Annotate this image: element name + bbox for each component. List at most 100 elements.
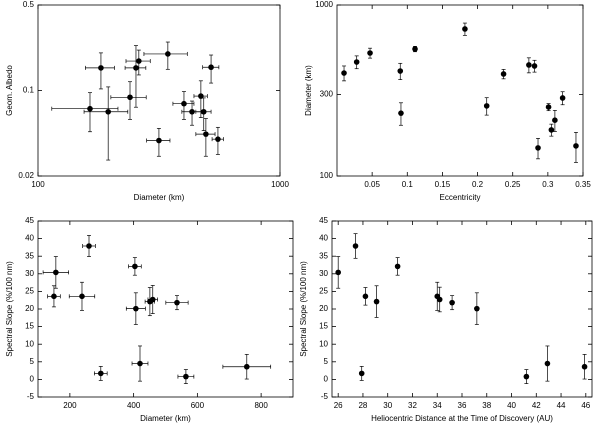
data-point <box>132 263 138 270</box>
x-tick-label: 26 <box>334 401 343 410</box>
data-point <box>51 293 57 300</box>
data-point <box>133 65 139 71</box>
data-point <box>474 305 480 312</box>
data-point <box>523 373 530 380</box>
y-axis-label: Spectral Slope (%/100 nm) <box>299 261 308 357</box>
data-point <box>436 296 443 303</box>
data-point <box>105 108 111 115</box>
y-tick-label: 5 <box>30 357 35 366</box>
y-tick-label: 25 <box>25 287 34 296</box>
x-tick-label: 36 <box>458 401 467 410</box>
data-point <box>215 136 221 142</box>
y-axis-label: Spectral Slope (%/100 nm) <box>5 261 14 357</box>
data-point <box>412 46 418 52</box>
data-point <box>397 68 404 74</box>
data-point <box>200 108 207 115</box>
data-point <box>552 117 558 123</box>
y-tick-label: 45 <box>25 216 34 225</box>
data-point <box>559 95 566 101</box>
y-tick-label: 15 <box>25 322 34 331</box>
x-tick-label: 600 <box>191 401 205 410</box>
x-axis-label: Diameter (km) <box>134 193 185 202</box>
y-tick-label: 0.02 <box>18 171 34 180</box>
data-point <box>127 94 133 101</box>
plot-frame <box>37 220 294 398</box>
x-tick-label: 32 <box>408 401 417 410</box>
data-point <box>531 63 538 69</box>
data-point <box>98 65 104 71</box>
y-tick-label: 300 <box>320 90 334 99</box>
data-point <box>156 137 162 144</box>
x-tick-label: 42 <box>532 401 541 410</box>
y-tick-label: 30 <box>25 269 34 278</box>
x-tick-label: 44 <box>557 401 566 410</box>
y-tick-label: 20 <box>319 304 328 313</box>
x-tick-label: 34 <box>433 401 442 410</box>
data-point <box>341 70 347 76</box>
data-point <box>87 105 93 112</box>
x-tick-label: 0.35 <box>575 180 591 189</box>
y-tick-label: -5 <box>321 392 329 401</box>
x-tick-label: 0.1 <box>402 180 414 189</box>
y-axis-label: Diameter (km) <box>304 65 313 116</box>
x-tick-label: 1000 <box>271 180 289 189</box>
data-point <box>367 50 373 56</box>
x-tick-label: 100 <box>31 180 45 189</box>
x-tick-label: 0.05 <box>364 180 380 189</box>
data-point <box>203 131 209 137</box>
x-axis-label: Eccentricity <box>440 193 481 202</box>
y-tick-label: 100 <box>320 171 334 180</box>
data-point <box>581 363 588 370</box>
data-point <box>181 100 187 107</box>
data-point <box>136 58 142 64</box>
data-point <box>79 293 85 300</box>
y-tick-label: 45 <box>319 216 328 225</box>
y-tick-label: 40 <box>319 234 328 243</box>
data-point <box>353 59 360 65</box>
data-point <box>545 104 552 110</box>
y-tick-label: 35 <box>25 251 34 260</box>
x-tick-label: 38 <box>482 401 491 410</box>
x-tick-label: 30 <box>383 401 392 410</box>
x-axis-label: Diameter (km) <box>140 414 191 423</box>
x-axis-label: Heliocentric Distance at the Time of Dis… <box>371 414 553 423</box>
x-tick-label: 0.25 <box>505 180 521 189</box>
x-tick-label: 0.2 <box>472 180 484 189</box>
y-tick-label: 30 <box>319 269 328 278</box>
x-tick-label: 46 <box>581 401 590 410</box>
data-point <box>165 51 171 57</box>
data-point <box>500 71 507 77</box>
data-point <box>526 62 532 68</box>
y-tick-label: 35 <box>319 251 328 260</box>
data-point <box>53 269 59 276</box>
data-point <box>483 103 490 109</box>
data-point <box>149 296 156 303</box>
x-tick-label: 40 <box>507 401 516 410</box>
data-point <box>548 127 555 133</box>
data-point <box>358 370 365 377</box>
x-tick-label: 0.3 <box>542 180 554 189</box>
data-point <box>573 143 579 149</box>
data-point <box>449 299 455 306</box>
data-point <box>544 360 551 367</box>
data-point <box>243 363 250 370</box>
data-point <box>133 305 139 312</box>
x-tick-label: 200 <box>63 401 77 410</box>
data-point <box>352 243 359 249</box>
y-tick-label: 1000 <box>315 0 333 9</box>
y-tick-label: 25 <box>319 287 328 296</box>
y-axis-label: Geom. Albedo <box>5 65 14 116</box>
data-point <box>86 243 92 249</box>
y-tick-label: 0.1 <box>23 86 35 95</box>
x-tick-label: 400 <box>127 401 141 410</box>
data-point <box>189 108 195 115</box>
x-tick-label: 28 <box>358 401 367 410</box>
data-point <box>208 64 214 71</box>
data-point <box>373 298 380 305</box>
y-tick-label: 0 <box>324 375 329 384</box>
data-point <box>183 373 189 380</box>
data-point <box>362 293 369 300</box>
plot-frame <box>331 220 593 398</box>
y-tick-label: 10 <box>319 339 328 348</box>
